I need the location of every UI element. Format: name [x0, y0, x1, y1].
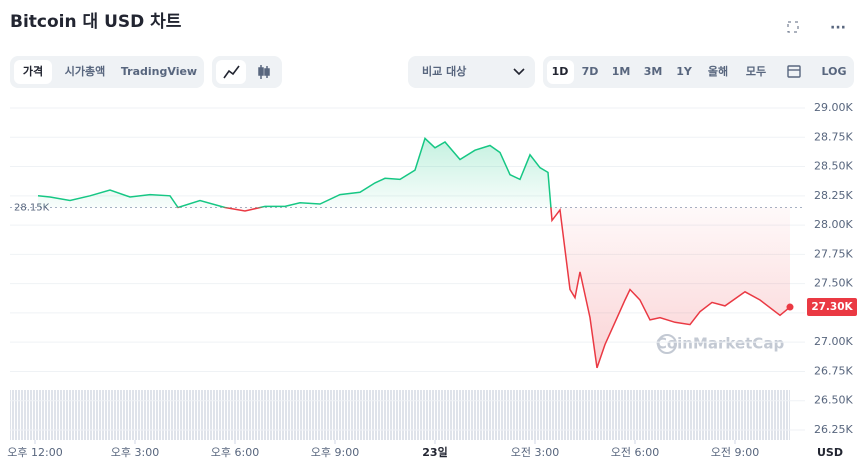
- range-button[interactable]: 올해: [708, 64, 728, 78]
- tab[interactable]: TradingView: [121, 65, 197, 78]
- range-active: [547, 60, 574, 84]
- y-tick-label: 28.50K: [814, 160, 853, 173]
- tab[interactable]: 시가총액: [65, 64, 105, 78]
- price-line: [37, 137, 791, 369]
- x-tick-label: 오후 3:00: [111, 446, 159, 459]
- log-toggle[interactable]: LOG: [822, 65, 847, 78]
- more[interactable]: ···: [830, 20, 846, 36]
- last-point: [786, 303, 794, 311]
- tab-active: [14, 60, 52, 84]
- calendar[interactable]: [787, 65, 801, 78]
- x-tick-label: 오전 6:00: [611, 446, 659, 459]
- x-tick-label: 오전 3:00: [511, 446, 559, 459]
- line-icon: [223, 65, 240, 79]
- chevron: [513, 68, 525, 76]
- volume-bars: [10, 390, 790, 440]
- range-button[interactable]: 1Y: [676, 65, 693, 78]
- x-tick-label: 오전 9:00: [711, 446, 759, 459]
- y-tick-label: 26.25K: [814, 423, 853, 436]
- compare-dropdown[interactable]: [408, 56, 535, 88]
- x-tick-label: 오후 6:00: [211, 446, 259, 459]
- y-tick-label: 28.75K: [814, 130, 853, 143]
- y-tick-label: 26.50K: [814, 394, 853, 407]
- watermark: CoinMarketCap: [656, 335, 785, 353]
- y-tick-label: 26.75K: [814, 364, 853, 377]
- tab-group: [10, 56, 204, 88]
- candle-icon[interactable]: [258, 65, 270, 79]
- y-tick-label: 28.00K: [814, 218, 853, 231]
- y-tick-label: 27.00K: [814, 335, 853, 348]
- title: Bitcoin 대 USD 차트: [10, 12, 182, 32]
- y-tick-label: 27.75K: [814, 247, 853, 260]
- x-tick-label: 오후 9:00: [311, 446, 359, 459]
- unit: USD: [817, 446, 843, 459]
- range-button[interactable]: 1M: [612, 65, 631, 78]
- y-tick-label: 29.00K: [814, 101, 853, 114]
- y-tick-label: 27.50K: [814, 277, 853, 290]
- area-fill: [38, 138, 790, 368]
- fullscreen[interactable]: [787, 21, 799, 33]
- watermark-logo: [657, 334, 677, 354]
- range-button[interactable]: 1D: [552, 65, 569, 78]
- range-button[interactable]: 3M: [644, 65, 663, 78]
- compare-label: 비교 대상: [422, 64, 466, 78]
- range-button[interactable]: 7D: [582, 65, 599, 78]
- range-group: [543, 56, 854, 88]
- tab[interactable]: 가격: [23, 64, 43, 78]
- current-badge: [807, 298, 857, 317]
- reference-label: 28.15K: [14, 203, 50, 214]
- current-label: 27.30K: [811, 301, 853, 313]
- y-tick-label: 28.25K: [814, 189, 853, 202]
- x-tick-label: 오후 12:00: [7, 446, 62, 459]
- x-tick-label: 23일: [422, 445, 447, 459]
- range-button[interactable]: 모두: [746, 65, 766, 78]
